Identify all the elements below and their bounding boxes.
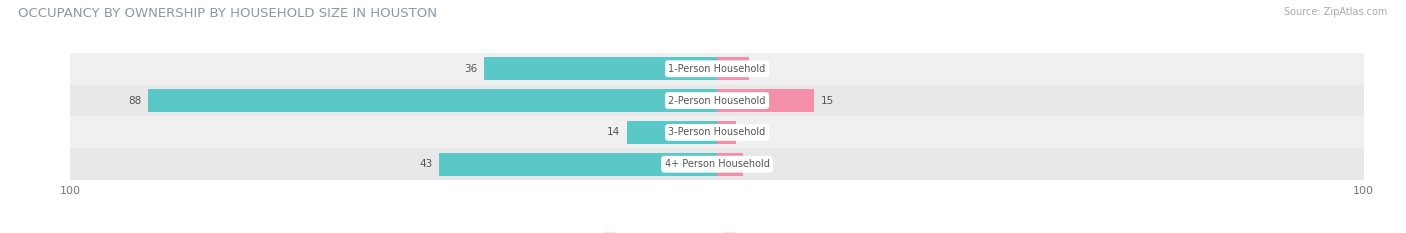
- Bar: [70, 116, 1364, 148]
- Bar: [717, 89, 814, 112]
- Bar: [70, 148, 1364, 180]
- Text: 4: 4: [749, 159, 756, 169]
- Text: 5: 5: [756, 64, 762, 74]
- Text: 1-Person Household: 1-Person Household: [668, 64, 766, 74]
- Bar: [484, 57, 717, 80]
- Text: 3: 3: [742, 127, 749, 137]
- Text: OCCUPANCY BY OWNERSHIP BY HOUSEHOLD SIZE IN HOUSTON: OCCUPANCY BY OWNERSHIP BY HOUSEHOLD SIZE…: [18, 7, 437, 20]
- Bar: [717, 121, 737, 144]
- Text: 15: 15: [821, 96, 834, 106]
- Bar: [439, 153, 717, 176]
- Bar: [70, 85, 1364, 116]
- Bar: [148, 89, 717, 112]
- Text: 4+ Person Household: 4+ Person Household: [665, 159, 769, 169]
- Bar: [717, 57, 749, 80]
- Bar: [717, 153, 742, 176]
- Bar: [627, 121, 717, 144]
- Text: Source: ZipAtlas.com: Source: ZipAtlas.com: [1284, 7, 1388, 17]
- Bar: [70, 53, 1364, 85]
- Text: 36: 36: [464, 64, 478, 74]
- Text: 88: 88: [128, 96, 142, 106]
- Text: 2-Person Household: 2-Person Household: [668, 96, 766, 106]
- Text: 14: 14: [607, 127, 620, 137]
- Text: 43: 43: [419, 159, 433, 169]
- Text: 3-Person Household: 3-Person Household: [668, 127, 766, 137]
